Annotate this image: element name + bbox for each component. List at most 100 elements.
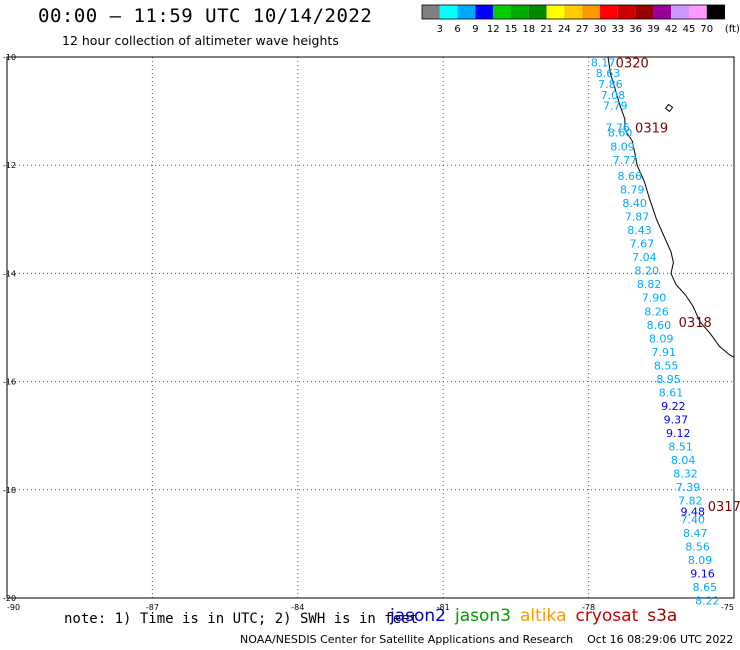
color-swatch <box>600 5 618 19</box>
wave-height-label: 7.04 <box>632 251 657 264</box>
lon-tick-label: -78 <box>582 603 595 610</box>
wave-height-label: 7.82 <box>678 495 703 508</box>
color-swatch <box>617 5 636 19</box>
wave-height-label: 8.55 <box>654 359 679 372</box>
wave-height-label: 7.79 <box>603 100 628 113</box>
color-scale-label: 18 <box>522 24 535 35</box>
color-scale-label: 12 <box>487 24 500 35</box>
wave-height-label: 7.08 <box>601 89 626 102</box>
lon-tick-label: -81 <box>437 603 450 610</box>
color-scale-unit: (ft) <box>725 24 740 35</box>
wave-height-label: 9.22 <box>661 400 686 413</box>
wave-height-label: 7.90 <box>642 292 667 305</box>
wave-height-label: 7.77 <box>613 154 638 167</box>
wave-height-label: 8.63 <box>596 67 621 80</box>
color-swatch <box>653 5 672 19</box>
color-scale-label: 21 <box>540 24 553 35</box>
lon-tick-label: -84 <box>291 603 304 610</box>
color-scale-label: 45 <box>683 24 696 35</box>
wave-height-label: 7.76 <box>605 121 630 134</box>
wave-height-label: 8.09 <box>610 140 635 153</box>
color-scale-label: 70 <box>700 24 713 35</box>
pass-time-label: 0317 <box>708 500 740 515</box>
satellite-jason2: jason2 <box>390 606 446 626</box>
color-scale-label: 6 <box>454 24 460 35</box>
color-swatch <box>475 5 494 19</box>
color-scale-label: 24 <box>558 24 571 35</box>
lat-tick-label: -12 <box>3 161 16 170</box>
map-subtitle: 12 hour collection of altimeter wave hei… <box>62 33 339 48</box>
color-scale-label: 36 <box>629 24 642 35</box>
lat-tick-label: -14 <box>3 269 16 278</box>
wave-height-map: -90 -87 -84 -81 -78 -75-10-12-14-16-18-208.17… <box>3 53 740 610</box>
wave-height-label: 7.91 <box>651 346 676 359</box>
color-swatch <box>582 5 600 19</box>
wave-height-label: 8.04 <box>671 454 696 467</box>
color-swatch <box>546 5 565 19</box>
wave-height-label: 8.56 <box>685 541 710 554</box>
lon-tick-label: -90 <box>7 603 20 610</box>
credit-organization: NOAA/NESDIS Center for Satellite Applica… <box>240 633 574 646</box>
lon-tick-label: -87 <box>146 603 159 610</box>
color-swatch <box>635 5 654 19</box>
wave-height-label: 8.79 <box>620 184 645 197</box>
color-scale-label: 9 <box>472 24 478 35</box>
wave-height-label: 9.37 <box>664 413 689 426</box>
wave-height-label: 8.60 <box>647 319 672 332</box>
color-bar-frame <box>421 4 726 20</box>
color-scale-label: 33 <box>611 24 624 35</box>
wave-height-label: 7.39 <box>676 481 701 494</box>
wave-height-label: 8.96 <box>698 608 723 610</box>
credit-timestamp: Oct 16 08:29:06 UTC 2022 <box>587 633 734 646</box>
color-swatch <box>689 5 707 19</box>
wave-height-label: 7.67 <box>630 238 655 251</box>
wave-height-label: 8.60 <box>608 127 633 140</box>
wave-height-label: 9.16 <box>690 568 715 581</box>
color-scale-label: 27 <box>576 24 589 35</box>
wave-height-label: 8.17 <box>591 56 616 69</box>
color-scale-label: 15 <box>505 24 518 35</box>
satellite-cryosat: cryosat <box>575 606 639 626</box>
lat-tick-label: -18 <box>3 486 16 495</box>
island <box>664 103 674 113</box>
satellite-s3a: s3a <box>647 606 678 626</box>
wave-height-label: 8.51 <box>668 441 693 454</box>
footnote: note: 1) Time is in UTC; 2) SWH is in fe… <box>64 611 419 627</box>
color-swatch <box>439 5 458 19</box>
wave-height-label: 8.20 <box>635 265 660 278</box>
color-scale-legend: 3 6 9 12 15 18 21 24 27 30 33 36 39 42 45 70 (ft) <box>421 4 740 35</box>
wave-height-label: 9.12 <box>666 427 691 440</box>
color-swatch <box>671 5 689 19</box>
pass-time-label: 0318 <box>679 316 712 331</box>
wave-height-label: 8.82 <box>637 278 662 291</box>
wave-height-label: 8.65 <box>693 581 718 594</box>
wave-height-label: 8.66 <box>618 170 643 183</box>
color-scale-label: 42 <box>665 24 678 35</box>
coastline <box>607 56 735 358</box>
satellite-legend: jason2 jason3 altika cryosat s3a <box>390 606 686 626</box>
wave-height-label: 8.09 <box>688 554 713 567</box>
map-frame <box>6 56 735 599</box>
satellite-altika: altika <box>520 606 567 626</box>
wave-height-label: 8.09 <box>649 332 674 345</box>
wave-height-label: 8.95 <box>656 373 681 386</box>
wave-height-label: 7.40 <box>681 514 706 527</box>
color-swatch <box>528 5 547 19</box>
lon-tick-label: -75 <box>721 603 734 610</box>
color-swatch <box>457 5 476 19</box>
satellite-jason3: jason3 <box>455 606 511 626</box>
color-swatch <box>564 5 583 19</box>
wave-height-label: 7.86 <box>598 78 623 91</box>
wave-height-label: 8.22 <box>695 595 720 608</box>
wave-height-label: 7.87 <box>625 211 650 224</box>
lat-tick-label: -16 <box>3 378 16 387</box>
pass-time-label: 0319 <box>635 121 668 136</box>
color-scale-label: 3 <box>437 24 443 35</box>
color-scale-label: 39 <box>647 24 660 35</box>
pass-time-label: 0320 <box>616 56 649 71</box>
map-title: 00:00 – 11:59 UTC 10/14/2022 <box>38 5 373 27</box>
credit-line: NOAA/NESDIS Center for Satellite Applica… <box>240 633 733 646</box>
wave-height-label: 8.61 <box>659 386 684 399</box>
color-swatch <box>493 5 511 19</box>
wave-height-label: 8.47 <box>683 527 708 540</box>
